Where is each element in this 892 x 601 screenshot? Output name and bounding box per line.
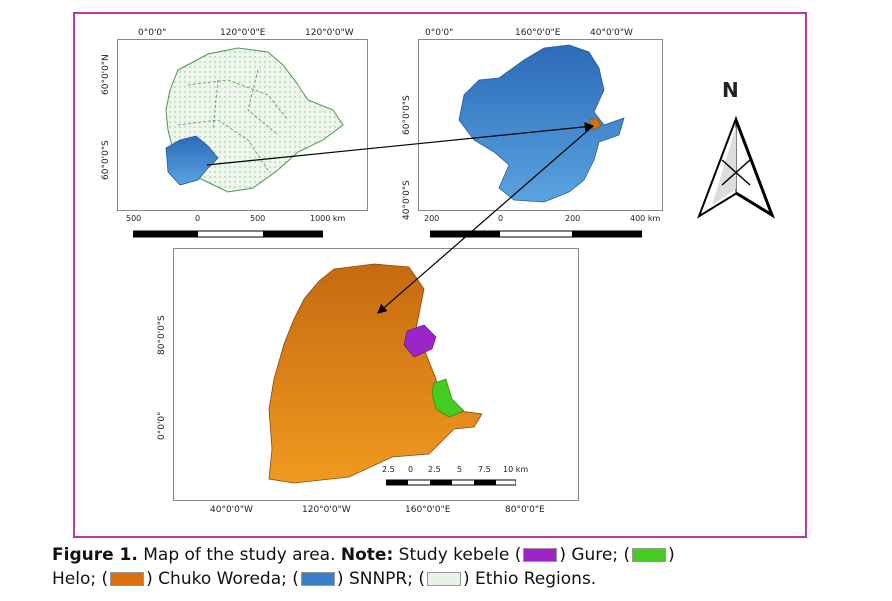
chuko-woreda-map: [268, 263, 483, 484]
snnpr-map-panel: [418, 39, 663, 211]
map1-scale-bar: [133, 230, 323, 238]
map2-scale-label-2: 0: [498, 214, 504, 223]
north-label: N: [722, 78, 739, 102]
north-arrow-icon: [697, 115, 775, 219]
note-label: Note:: [340, 545, 394, 565]
map3-scale-bar: [386, 479, 516, 486]
ethiopia-map-panel: [117, 39, 368, 211]
caption-item-1-prefix: Study kebele (: [393, 545, 522, 565]
map1-scale-label-3: 500: [250, 214, 266, 223]
map1-top-label-3: 120°0'0"W: [305, 28, 354, 38]
map2-scale-label-1: 200: [424, 214, 440, 223]
regions-swatch: [427, 572, 461, 586]
figure-label: Figure 1.: [52, 545, 138, 565]
caption-item-3-text: ) Chuko Woreda; (: [146, 569, 299, 589]
map1-top-label-1: 0°0'0": [138, 28, 167, 38]
map3-scale-label-5: 7.5: [478, 465, 491, 474]
map3-left-label-2: 0°0'0": [157, 411, 167, 440]
map3-scale-label-2: 0: [408, 465, 414, 474]
caption-item-1-text: ) Gure; (: [559, 545, 631, 565]
map2-top-label-1: 0°0'0": [425, 28, 454, 38]
map2-scale-bar: [430, 230, 642, 238]
map2-left-label-1: 60°0'0"S: [402, 95, 412, 135]
snnpr-map: [458, 44, 625, 203]
map2-left-label-2: 40°0'0"S: [402, 180, 412, 220]
caption-item-4-text: ) SNNPR; (: [336, 569, 425, 589]
figure-caption: Figure 1. Map of the study area. Note: S…: [52, 543, 882, 591]
chuko-swatch: [110, 572, 145, 586]
map1-scale-label-4: 1000 km: [310, 214, 346, 223]
map3-left-label-1: 80°0'0"S: [157, 315, 167, 355]
map1-scale-label-1: 500: [126, 214, 142, 223]
helo-kebele-shape: [431, 378, 465, 418]
map2-top-label-2: 160°0'0"E: [515, 28, 561, 38]
chuko-woreda-map-panel: [173, 248, 579, 501]
chuko-woreda-shape: [268, 263, 483, 484]
caption-item-5-text: ) Ethio Regions.: [463, 569, 597, 589]
map3-bottom-label-1: 40°0'0"W: [210, 505, 253, 515]
map3-bottom-label-2: 120°0'0"W: [302, 505, 351, 515]
map3-bottom-label-3: 160°0'0"E: [405, 505, 451, 515]
map1-left-label-2: 60°0'0"S: [101, 140, 111, 180]
snnpr-swatch: [300, 572, 335, 586]
ethiopia-map: [165, 47, 344, 193]
gure-kebele-shape: [403, 324, 437, 358]
map2-scale-label-4: 400 km: [630, 214, 661, 223]
caption-title: Map of the study area.: [137, 545, 341, 565]
map1-top-label-2: 120°0'0"E: [220, 28, 266, 38]
map3-scale-label-1: 2.5: [382, 465, 395, 474]
gure-swatch: [523, 548, 558, 562]
map1-scale-label-2: 0: [195, 214, 201, 223]
map2-top-label-3: 40°0'0"W: [590, 28, 633, 38]
map3-scale-label-6: 10 km: [503, 465, 529, 474]
helo-swatch: [632, 548, 667, 562]
map3-scale-label-3: 2.5: [428, 465, 441, 474]
map3-bottom-label-4: 80°0'0"E: [505, 505, 545, 515]
map3-scale-label-4: 5: [457, 465, 463, 474]
caption-item-3-prefix: Helo; (: [52, 569, 109, 589]
map1-left-label-1: 60°0'0"N: [101, 54, 111, 95]
caption-item-2-text: ): [668, 545, 675, 565]
map2-scale-label-3: 200: [565, 214, 581, 223]
